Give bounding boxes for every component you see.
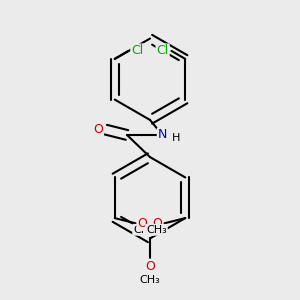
Text: O: O xyxy=(93,123,103,136)
Text: O: O xyxy=(137,217,147,230)
Text: CH₃: CH₃ xyxy=(133,225,154,235)
Text: CH₃: CH₃ xyxy=(140,275,160,285)
Text: CH₃: CH₃ xyxy=(146,225,167,235)
Text: Cl: Cl xyxy=(157,44,169,57)
Text: Cl: Cl xyxy=(131,44,143,57)
Text: O: O xyxy=(145,260,155,273)
Text: H: H xyxy=(172,133,180,143)
Text: N: N xyxy=(158,128,167,142)
Text: O: O xyxy=(153,217,163,230)
